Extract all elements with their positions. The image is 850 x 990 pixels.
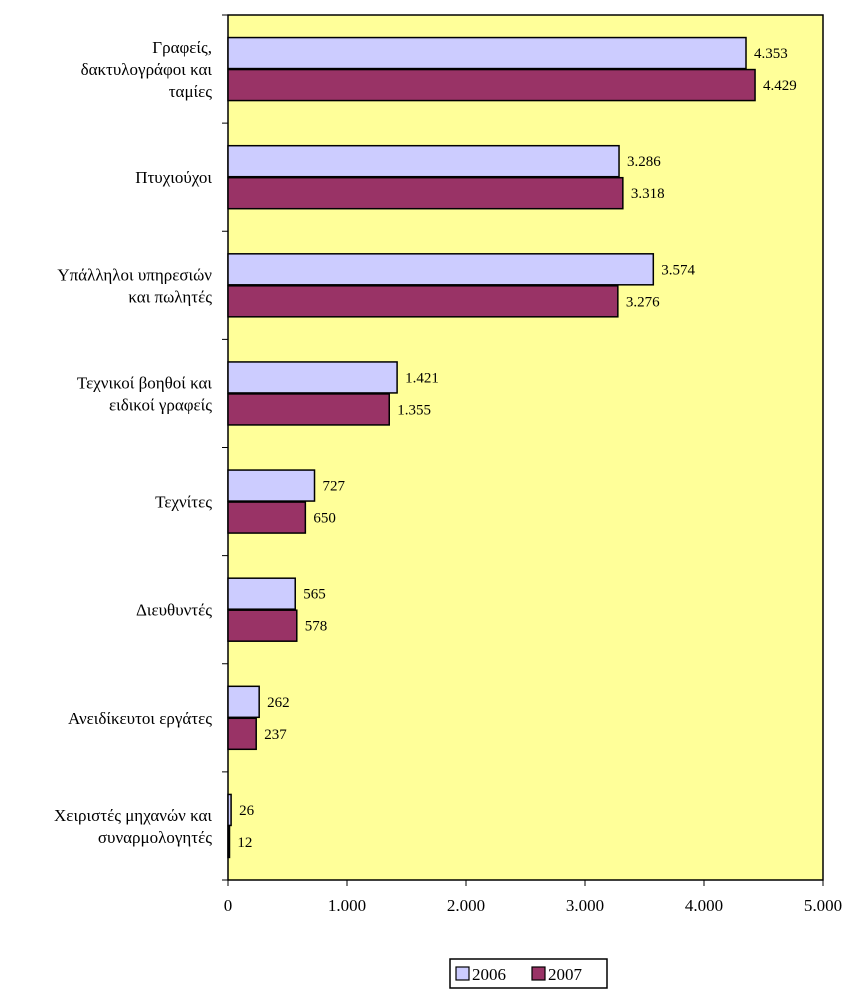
legend-swatch-2007 bbox=[531, 966, 546, 981]
category-label: Γραφείς, δακτυλογράφοι και ταμίες bbox=[81, 38, 213, 101]
category-label-line: Γραφείς, bbox=[152, 38, 212, 57]
data-label-2006: 4.353 bbox=[754, 46, 788, 62]
data-label-2007: 1.355 bbox=[397, 402, 431, 418]
bar-2006 bbox=[227, 253, 655, 286]
legend-box bbox=[449, 958, 608, 989]
category-label-line: και πωλητές bbox=[128, 287, 212, 306]
category-label: Πτυχιούχοι bbox=[135, 168, 212, 187]
data-label-2007: 650 bbox=[313, 511, 336, 527]
bar-2007 bbox=[227, 609, 298, 642]
legend-swatch-2006 bbox=[455, 966, 470, 981]
x-tick-label: 2.000 bbox=[447, 896, 485, 915]
data-label-2006: 1.421 bbox=[405, 370, 439, 386]
data-label-2006: 565 bbox=[303, 587, 326, 603]
bar-2006 bbox=[227, 685, 260, 719]
category-label: Τεχνικοί βοηθοί και ειδικοί γραφείς bbox=[77, 373, 213, 414]
data-label-2006: 3.574 bbox=[661, 262, 695, 278]
bar-2007 bbox=[227, 501, 307, 534]
bar-2007 bbox=[227, 393, 390, 426]
x-tick-label: 0 bbox=[224, 896, 233, 915]
legend-label-2006: 2006 bbox=[472, 965, 506, 984]
bar-2007 bbox=[227, 68, 756, 102]
x-tick-label: 5.000 bbox=[804, 896, 842, 915]
category-label-line: Χειριστές μηχανών και bbox=[54, 806, 212, 825]
data-label-2006: 262 bbox=[267, 695, 290, 711]
data-label-2007: 4.429 bbox=[763, 78, 797, 94]
bar-2006 bbox=[227, 36, 747, 70]
bar-2007 bbox=[227, 825, 231, 859]
x-tick-label: 1.000 bbox=[328, 896, 366, 915]
data-label-2006: 3.286 bbox=[627, 154, 661, 170]
bar-2006 bbox=[227, 577, 296, 610]
category-label-line: Ανειδίκευτοι εργάτες bbox=[68, 709, 212, 728]
category-label-line: συναρμολογητές bbox=[98, 828, 212, 847]
bar-2006 bbox=[227, 361, 398, 394]
bar-2006 bbox=[227, 144, 620, 178]
data-label-2006: 727 bbox=[323, 479, 346, 495]
category-label-line: Πτυχιούχοι bbox=[135, 168, 212, 187]
category-label-line: Τεχνίτες bbox=[155, 493, 212, 512]
data-label-2007: 3.276 bbox=[626, 294, 660, 310]
bar-2007 bbox=[227, 285, 619, 318]
legend-label-2007: 2007 bbox=[548, 965, 583, 984]
data-label-2007: 578 bbox=[305, 619, 328, 635]
category-label-line: Τεχνικοί βοηθοί και bbox=[77, 373, 213, 392]
category-label: Διευθυντές bbox=[136, 601, 212, 620]
category-label: Ανειδίκευτοι εργάτες bbox=[68, 709, 212, 728]
bar-2007 bbox=[227, 717, 257, 751]
category-label: Χειριστές μηχανών και συναρμολογητές bbox=[54, 806, 212, 847]
data-label-2007: 237 bbox=[264, 727, 287, 743]
category-label-line: Διευθυντές bbox=[136, 601, 212, 620]
category-label: Τεχνίτες bbox=[155, 493, 212, 512]
category-label-line: ειδικοί γραφείς bbox=[109, 395, 212, 414]
bar-2006 bbox=[227, 793, 232, 827]
bar-2006 bbox=[227, 469, 316, 502]
category-label-line: ταμίες bbox=[169, 82, 213, 101]
bar-2007 bbox=[227, 176, 624, 210]
plot-area bbox=[227, 14, 824, 881]
data-label-2007: 12 bbox=[237, 835, 252, 851]
category-label-line: δακτυλογράφοι και bbox=[81, 60, 213, 79]
data-label-2006: 26 bbox=[239, 803, 255, 819]
category-label: Υπάλληλοι υπηρεσιών και πωλητές bbox=[57, 265, 212, 306]
x-tick-label: 3.000 bbox=[566, 896, 604, 915]
category-label-line: Υπάλληλοι υπηρεσιών bbox=[57, 265, 212, 284]
x-tick-label: 4.000 bbox=[685, 896, 723, 915]
data-label-2007: 3.318 bbox=[631, 186, 665, 202]
